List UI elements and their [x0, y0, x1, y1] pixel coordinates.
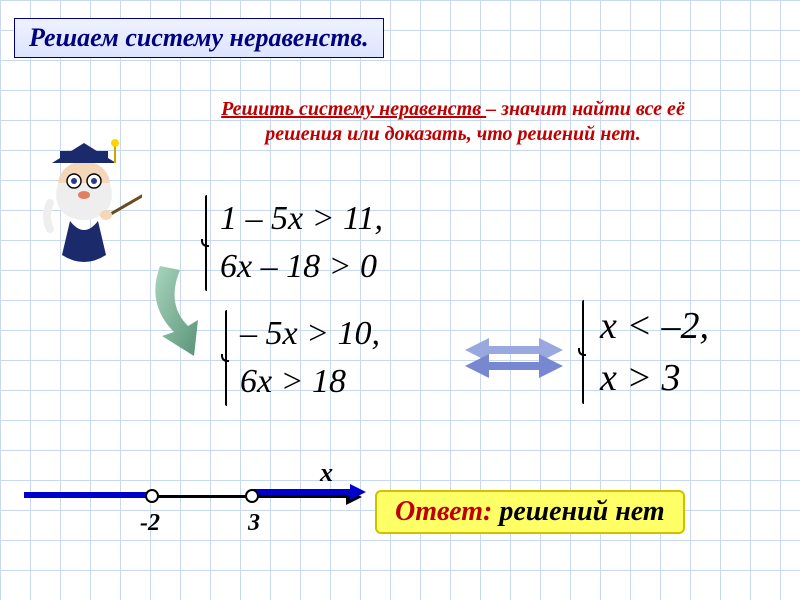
- system2: – 5x > 10, 6x > 18: [240, 310, 380, 406]
- answer-prefix: Ответ:: [395, 496, 499, 527]
- system3-row1: x < –2,: [600, 300, 709, 352]
- title-text: Решаем систему неравенств.: [29, 23, 369, 52]
- subtitle-underlined: Решить систему неравенств: [221, 98, 486, 120]
- system2-row2: 6x > 18: [240, 358, 380, 406]
- professor-icon: [22, 135, 142, 275]
- blue-segment-left: [24, 492, 152, 498]
- system2-row1: – 5x > 10,: [240, 310, 380, 358]
- brace-3: [582, 300, 584, 404]
- answer-text: решений нет: [499, 496, 664, 527]
- system1-row2: 6x – 18 > 0: [220, 243, 383, 291]
- blue-segment-right: [252, 489, 354, 495]
- system3-row2: x > 3: [600, 352, 709, 404]
- blue-arrowhead: [350, 484, 366, 500]
- answer-box: Ответ: решений нет: [375, 490, 685, 534]
- subtitle-rest1: – значит найти все её: [486, 98, 685, 120]
- system1-row1: 1 – 5x > 11,: [220, 195, 383, 243]
- brace-1: [205, 195, 207, 291]
- point-label-2: 3: [248, 510, 260, 537]
- open-point-2: [245, 489, 259, 503]
- subtitle: Решить систему неравенств – значит найти…: [148, 97, 758, 147]
- curve-arrow-icon: [140, 260, 220, 365]
- system1: 1 – 5x > 11, 6x – 18 > 0: [220, 195, 383, 291]
- bi-arrow-icon: [455, 336, 573, 385]
- point-label-1: -2: [140, 510, 160, 537]
- system3: x < –2, x > 3: [600, 300, 709, 404]
- subtitle-line2: решения или доказать, что решений нет.: [265, 123, 641, 145]
- title-box: Решаем систему неравенств.: [14, 18, 384, 58]
- open-point-1: [145, 489, 159, 503]
- brace-2: [225, 310, 227, 406]
- x-axis-label: x: [320, 458, 333, 488]
